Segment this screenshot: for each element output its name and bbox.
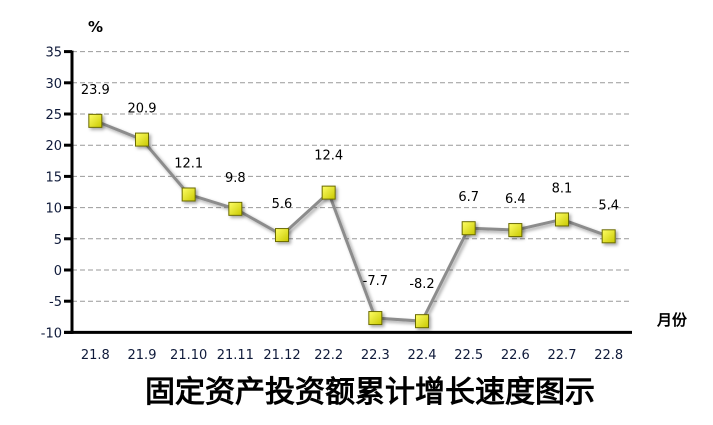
x-tick-label: 21.8 <box>81 348 110 363</box>
data-point-marker <box>555 212 569 227</box>
x-tick-label: 21.10 <box>170 348 207 363</box>
data-label: 12.1 <box>174 156 203 171</box>
data-point-marker <box>275 228 289 243</box>
x-tick-label: 21.9 <box>128 348 157 363</box>
x-tick-label: 22.6 <box>501 348 530 363</box>
data-label: 5.6 <box>272 197 293 212</box>
y-tick-label: 5 <box>54 233 62 248</box>
data-label: 6.7 <box>458 190 479 205</box>
y-tick-label: 25 <box>45 108 62 123</box>
x-tick-label: 21.11 <box>217 348 254 363</box>
y-tick-label: 10 <box>45 202 62 217</box>
x-tick-label: 22.3 <box>361 348 390 363</box>
data-label: 8.1 <box>552 181 573 196</box>
data-label: 6.4 <box>505 192 526 207</box>
data-label: 5.4 <box>598 198 619 213</box>
data-point-marker <box>508 223 523 238</box>
y-tick-label: 35 <box>45 46 62 61</box>
series-line <box>94 119 610 323</box>
data-point-marker <box>88 113 103 128</box>
y-tick-label: 15 <box>45 170 62 185</box>
y-tick-label: 30 <box>45 77 62 92</box>
data-label: 23.9 <box>81 83 110 98</box>
data-point-marker <box>415 314 429 329</box>
data-point-marker <box>601 229 616 244</box>
data-point-marker <box>228 201 243 216</box>
data-label: 12.4 <box>314 149 343 164</box>
data-point-marker <box>461 221 476 236</box>
data-label: 9.8 <box>225 171 246 186</box>
x-tick-label: 22.8 <box>594 348 623 363</box>
data-point-marker <box>321 185 336 200</box>
x-axis-label: 月份 <box>656 311 688 329</box>
data-label: -8.2 <box>409 277 434 292</box>
y-tick-label: 20 <box>45 139 62 154</box>
data-point-marker <box>181 187 196 202</box>
data-point-marker <box>368 311 383 326</box>
data-label: -7.7 <box>363 274 388 289</box>
x-tick-label: 22.4 <box>408 348 437 363</box>
x-tick-label: 22.7 <box>548 348 577 363</box>
x-tick-label: 22.5 <box>454 348 483 363</box>
y-tick-label: -10 <box>41 326 62 341</box>
y-tick-label: 0 <box>54 264 62 279</box>
x-tick-label: 22.2 <box>314 348 343 363</box>
data-label: 20.9 <box>128 102 157 117</box>
chart-title: 固定资产投资额累计增长速度图示 <box>145 375 595 410</box>
y-tick-label: -5 <box>49 295 62 310</box>
data-point-marker <box>135 132 149 147</box>
y-axis-label: % <box>88 18 103 36</box>
x-tick-label: 21.12 <box>263 348 300 363</box>
